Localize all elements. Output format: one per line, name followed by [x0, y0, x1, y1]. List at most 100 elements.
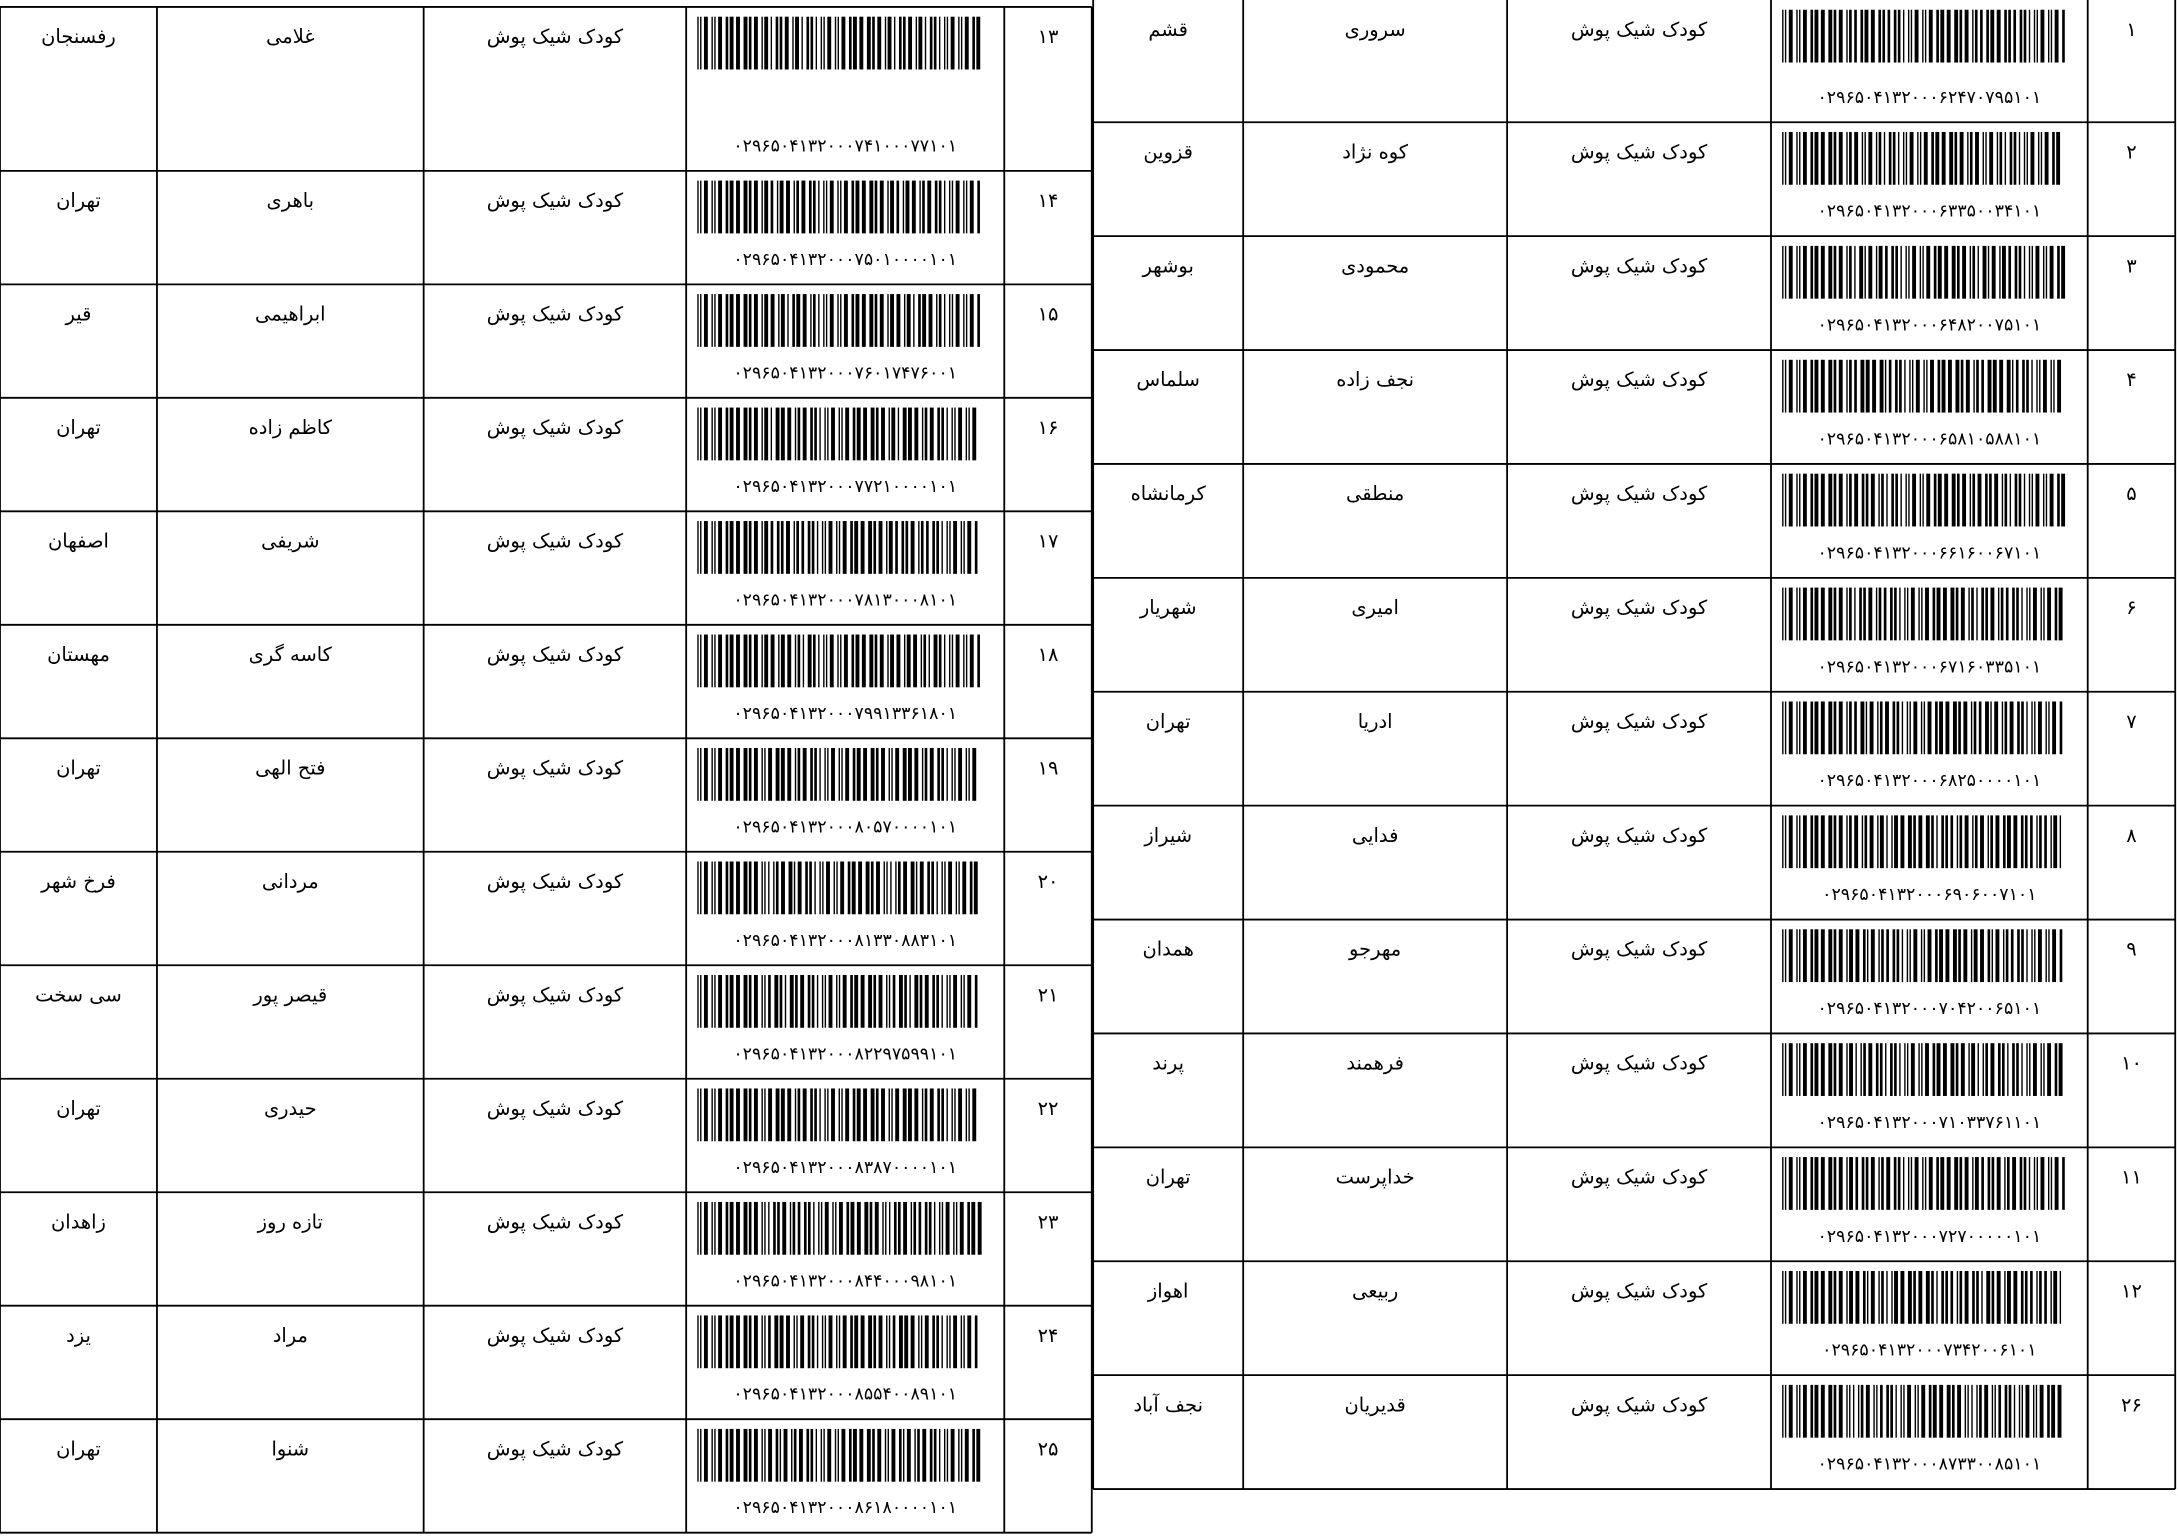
barcode-bar — [825, 634, 828, 688]
barcode-bar — [2057, 473, 2060, 527]
barcode-bar — [748, 16, 752, 70]
barcode-bar — [838, 748, 840, 801]
barcode-bar — [1788, 9, 1793, 63]
barcode-bar — [1838, 245, 1843, 299]
barcode-bar — [1982, 245, 1987, 299]
barcode-bar — [1941, 359, 1946, 413]
barcode-bar — [1913, 815, 1916, 869]
barcode-bar — [1868, 245, 1873, 299]
barcode-bar — [1936, 587, 1941, 641]
barcode-bar — [1868, 131, 1873, 185]
barcode-bar — [1922, 245, 1924, 299]
barcode-bar — [967, 1315, 972, 1369]
barcode-bar — [1900, 245, 1902, 299]
barcode-bar — [764, 974, 766, 1028]
barcode-bar — [1810, 701, 1814, 755]
barcode-bar — [1959, 9, 1963, 63]
barcode-bar — [943, 294, 946, 347]
barcode-bar — [1849, 701, 1852, 755]
barcode-bar — [881, 748, 885, 801]
barcode-bar — [903, 634, 906, 688]
barcode-bar — [824, 974, 827, 1028]
barcode-bar — [855, 634, 860, 688]
row-number: ۲۳ — [1038, 1210, 1059, 1233]
barcode-bar — [946, 407, 948, 461]
barcode-bar — [748, 1315, 752, 1369]
barcode-bar — [819, 861, 821, 915]
barcode-bar — [887, 1428, 889, 1482]
barcode-bar — [1860, 1384, 1864, 1438]
barcode-bar — [1965, 359, 1970, 413]
row-number: ۸ — [2126, 824, 2136, 847]
barcode-bar — [2001, 701, 2004, 755]
barcode-bar — [1849, 1384, 1851, 1438]
barcode-bar — [908, 16, 913, 70]
barcode-bar — [1894, 1270, 1898, 1324]
barcode-bar — [1979, 1384, 1982, 1438]
product-name: کودک شیک پوش — [487, 302, 624, 325]
barcode-bar — [809, 861, 812, 915]
barcode-bar — [2044, 131, 2049, 185]
barcode-bar — [1861, 815, 1864, 869]
barcode-bar — [1852, 1384, 1855, 1438]
barcode-bar — [837, 16, 839, 70]
barcode-bar — [1905, 245, 1907, 299]
barcode-bar — [1939, 929, 1943, 983]
barcode-bar — [711, 1428, 713, 1482]
barcode-bar — [1788, 1270, 1793, 1324]
barcode-bar — [1976, 1270, 1979, 1324]
city: تهران — [56, 1437, 101, 1460]
barcode-bar — [1888, 131, 1892, 185]
barcode-bar — [1933, 473, 1937, 527]
product-name: کودک شیک پوش — [487, 416, 624, 439]
barcode-bar — [787, 748, 792, 801]
barcode-bar — [736, 294, 740, 347]
barcode-bar — [1964, 1384, 1967, 1438]
barcode-bar — [1991, 1384, 1994, 1438]
barcode-bar — [1878, 473, 1880, 527]
city: نجف آباد — [1133, 1392, 1203, 1416]
barcode-bar — [743, 1315, 748, 1369]
barcode-bar — [949, 1315, 951, 1369]
barcode-bar — [972, 1088, 977, 1142]
barcode-bar — [780, 407, 785, 461]
barcode-bar — [1997, 587, 2000, 641]
barcode-bar — [1828, 929, 1833, 983]
barcode-bar — [1985, 131, 1987, 185]
barcode-bar — [877, 16, 882, 70]
barcode-bar — [1885, 1043, 1887, 1096]
barcode-bar — [1833, 9, 1837, 63]
barcode-bar — [775, 407, 780, 461]
barcode-bar — [703, 1428, 708, 1482]
barcode-bar — [967, 974, 972, 1028]
barcode-bar — [827, 1088, 829, 1142]
barcode-bar — [866, 1428, 871, 1482]
barcode-bar — [878, 521, 883, 574]
row-number: ۱۴ — [1038, 189, 1059, 212]
barcode-bar — [938, 16, 941, 70]
barcode-bar — [793, 1428, 797, 1482]
barcode-bar — [1950, 1043, 1955, 1096]
barcode-bar — [1921, 1384, 1926, 1438]
barcode-bar — [1942, 587, 1947, 641]
row-number: ۲۶ — [2121, 1393, 2142, 1416]
barcode-bar — [851, 861, 856, 915]
barcode-bar — [1820, 1157, 1825, 1210]
barcode-bar — [969, 180, 974, 234]
barcode-bar — [845, 1088, 850, 1142]
barcode-bar — [1833, 815, 1837, 869]
barcode-bar — [887, 180, 889, 234]
barcode-bar — [963, 521, 965, 574]
barcode-bar — [1913, 929, 1918, 983]
barcode-bar — [1945, 701, 1950, 755]
barcode-bar — [779, 1428, 782, 1482]
barcode-bar — [1900, 473, 1902, 527]
barcode-bar — [800, 974, 805, 1028]
barcode-bar — [753, 1428, 758, 1482]
barcode-bar — [1799, 1270, 1801, 1324]
barcode-bar — [1931, 131, 1934, 185]
barcode-bar — [2018, 1384, 2021, 1438]
